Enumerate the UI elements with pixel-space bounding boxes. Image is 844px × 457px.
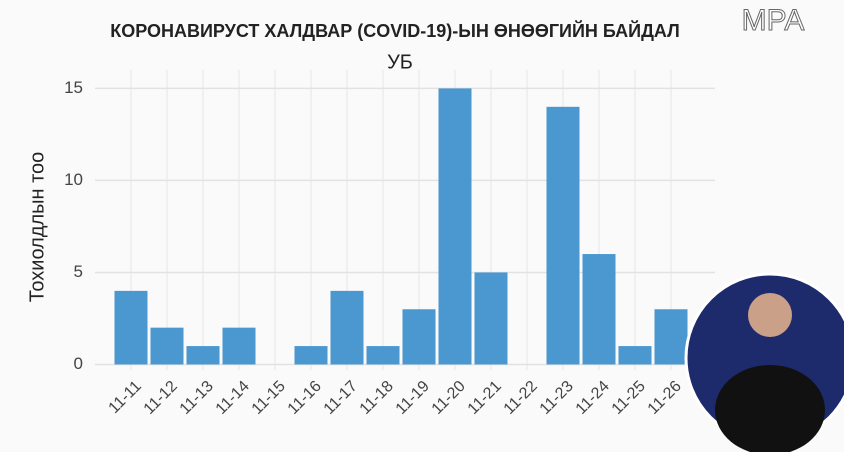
- y-tick-label: 15: [64, 78, 83, 97]
- bar: [654, 309, 688, 365]
- y-axis-label: Тохиолдлын тоо: [26, 152, 48, 303]
- chart-subtitle: УБ: [387, 51, 413, 73]
- interpreter-inset: [684, 272, 844, 455]
- bar: [186, 346, 220, 365]
- bar: [330, 290, 364, 365]
- bar: [114, 290, 148, 365]
- bar: [222, 327, 256, 365]
- chart-title: КОРОНАВИРУСТ ХАЛДВАР (COVID-19)-ЫН ӨНӨӨГ…: [110, 20, 680, 41]
- bar: [618, 346, 652, 365]
- bar: [294, 346, 328, 365]
- inset-figure: [715, 365, 825, 455]
- y-tick-label: 10: [64, 170, 83, 189]
- y-tick-label: 5: [74, 262, 83, 281]
- bar: [402, 309, 436, 365]
- bar: [438, 88, 472, 365]
- inset-face: [748, 293, 792, 337]
- bar: [366, 346, 400, 365]
- bar: [474, 272, 508, 365]
- y-tick-label: 0: [74, 354, 83, 373]
- bar: [546, 106, 580, 365]
- watermark: MPA: [742, 4, 805, 37]
- bar: [582, 254, 616, 365]
- bar: [150, 327, 184, 365]
